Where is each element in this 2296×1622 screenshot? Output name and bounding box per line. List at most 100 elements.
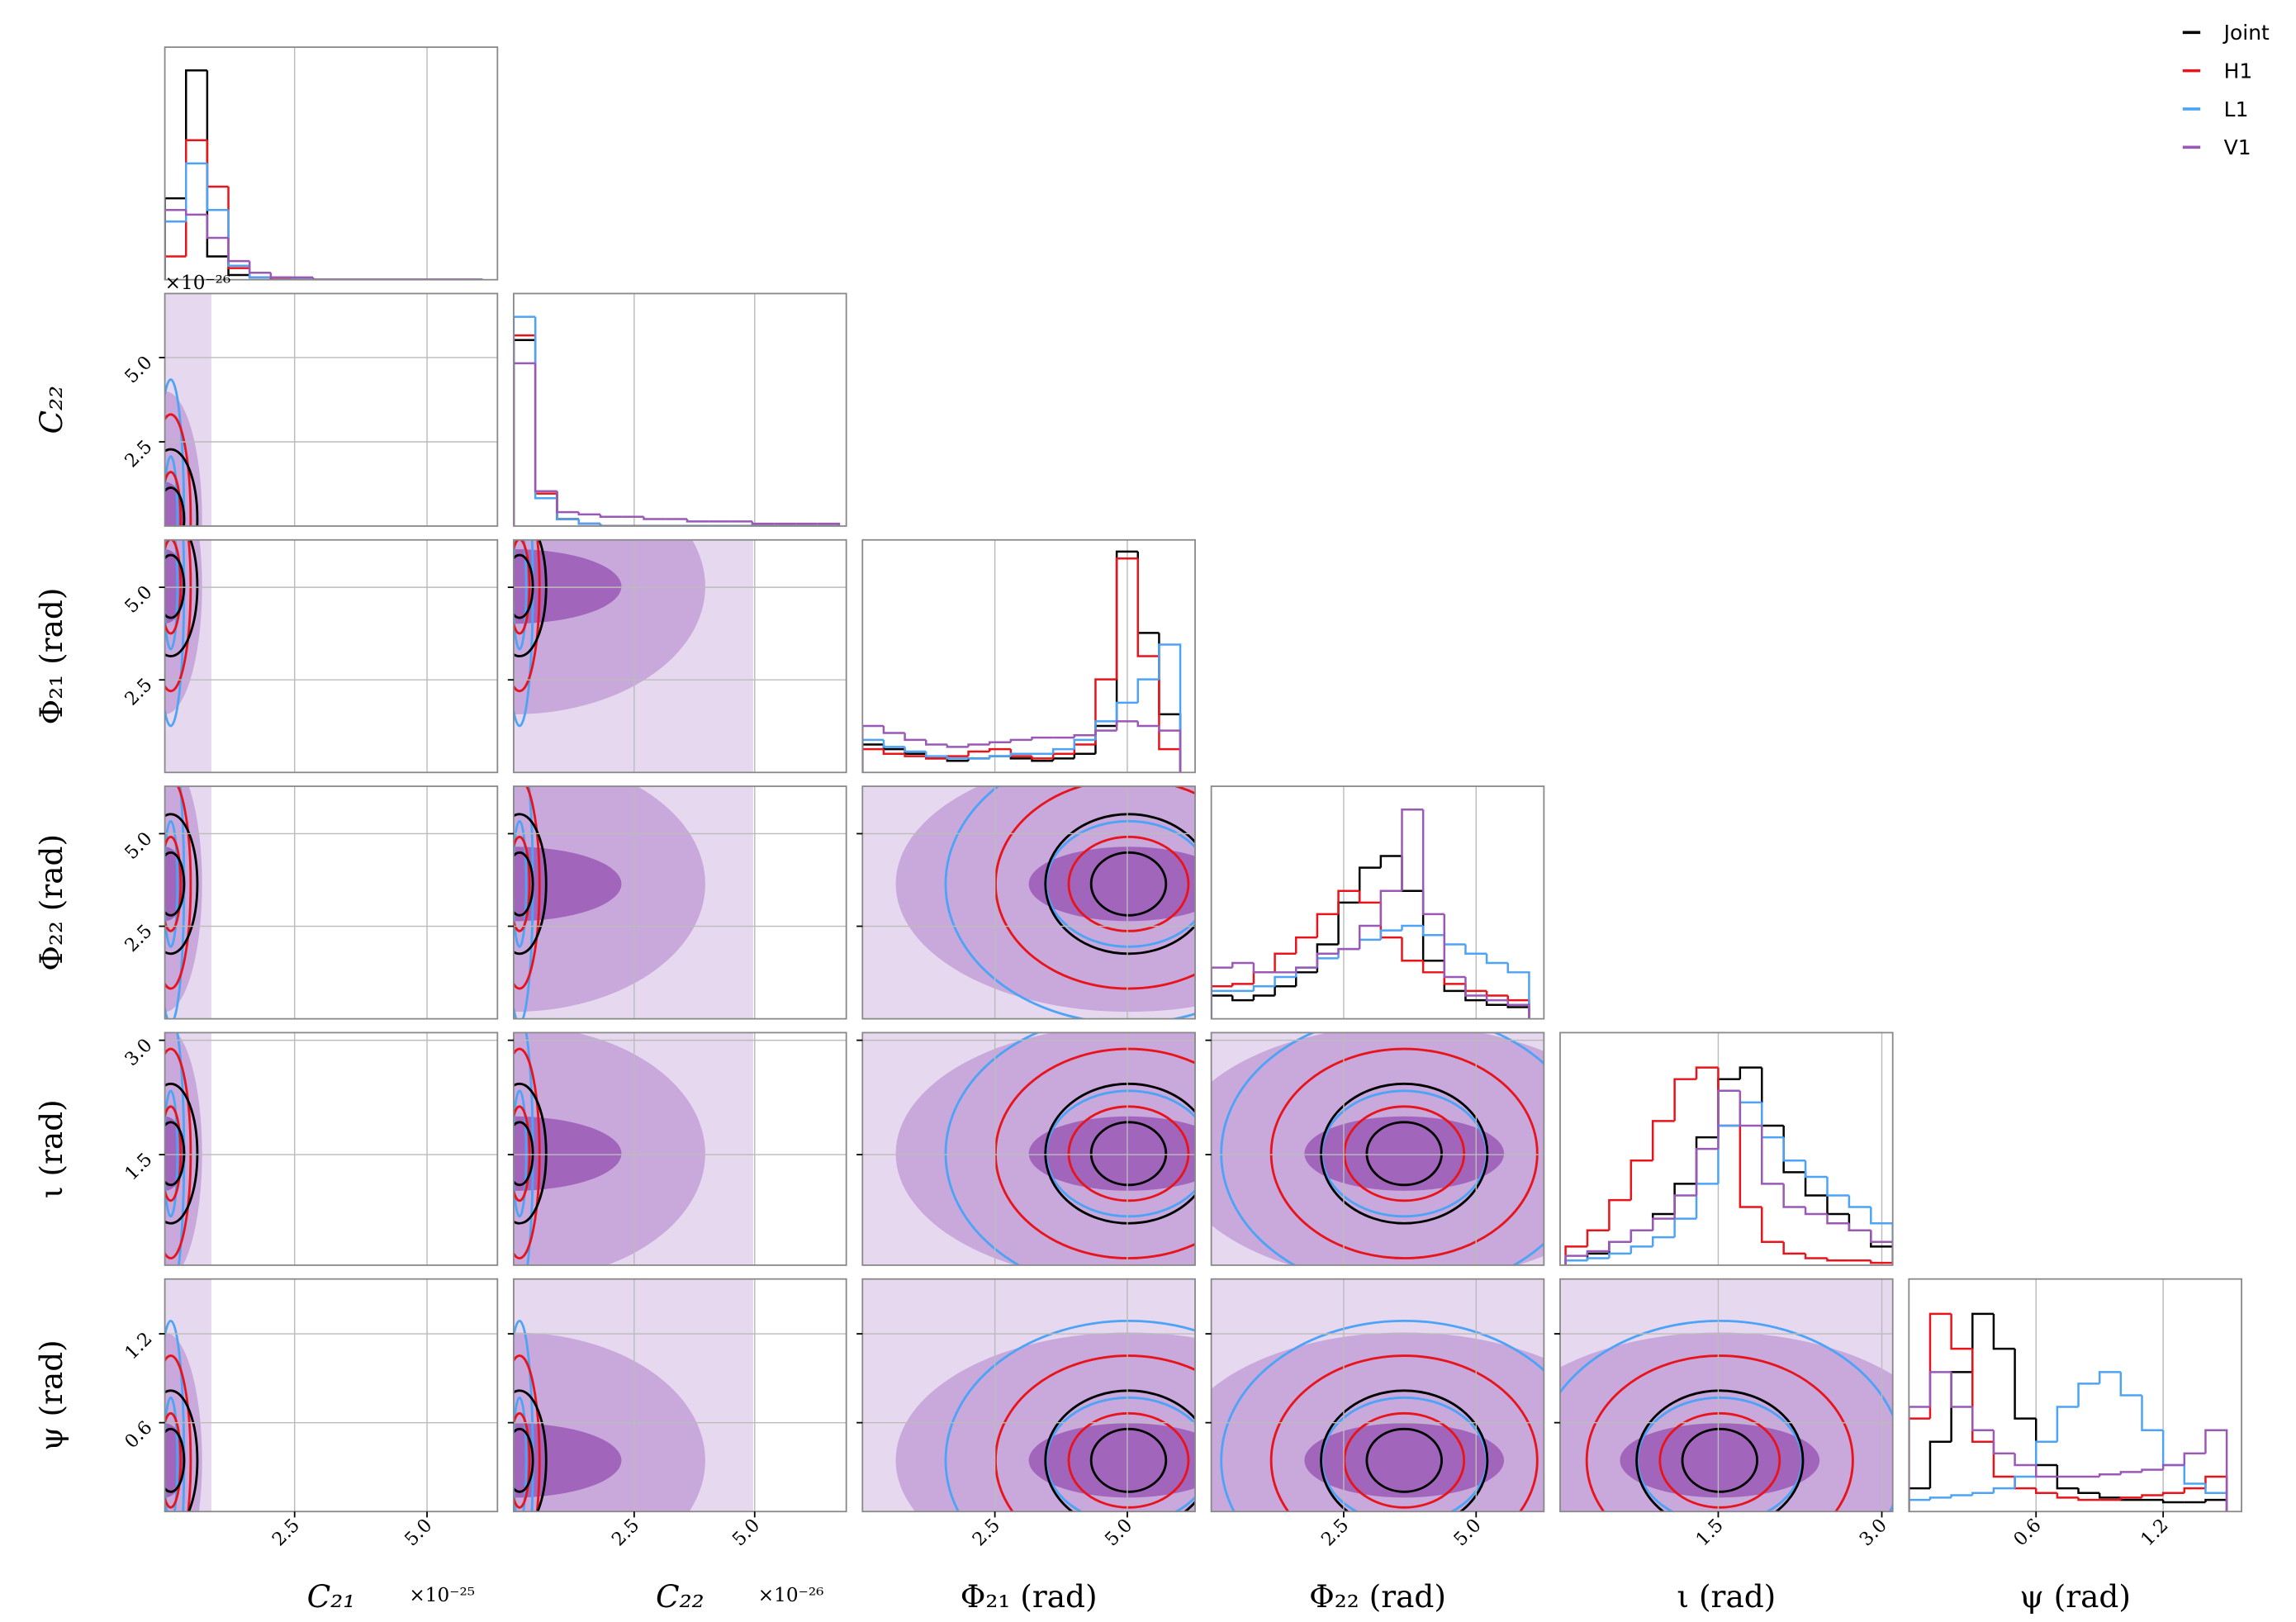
histogram-step <box>1231 995 1254 1002</box>
histogram-step <box>1136 551 1160 634</box>
histogram-step <box>904 733 927 742</box>
y-tick-label: 0.6 <box>121 1417 156 1453</box>
panel-frame <box>513 785 847 1020</box>
histogram-step <box>1717 1089 1740 1150</box>
contour <box>513 1354 541 1512</box>
contour <box>1365 1121 1443 1187</box>
histogram-step <box>1443 935 1466 946</box>
histogram-step <box>534 335 557 495</box>
x-tick-label: 5.0 <box>401 1515 436 1550</box>
panel: 2.5 5.0 <box>121 538 499 774</box>
histogram-step <box>862 738 884 773</box>
histogram-step <box>2077 1497 2100 1501</box>
histogram-step <box>1401 937 1424 962</box>
panel <box>856 785 1196 1020</box>
contour <box>1067 1105 1190 1202</box>
histogram-step <box>1094 678 1117 745</box>
histogram-step <box>1804 1207 1828 1216</box>
panel <box>513 292 847 527</box>
histogram-step <box>206 163 229 211</box>
histogram-step <box>1761 1207 1784 1244</box>
histogram-step <box>2014 1349 2037 1420</box>
histogram-step <box>1274 952 1297 973</box>
histogram-step <box>1870 1207 1893 1265</box>
histogram-step <box>1211 966 1233 1019</box>
histogram-step <box>2034 1464 2057 1478</box>
histogram-step <box>1073 752 1096 759</box>
histogram-step <box>1115 701 1138 722</box>
contour <box>1269 1354 1539 1512</box>
panel <box>1205 1032 1545 1266</box>
panel-frame <box>1908 1278 2242 1513</box>
histogram-step <box>1358 890 1381 904</box>
panel <box>856 1032 1196 1266</box>
histogram-step <box>248 261 271 274</box>
contour <box>513 539 541 693</box>
contour <box>1220 1032 1544 1265</box>
histogram-step <box>1421 926 1444 937</box>
histogram-step <box>2141 1494 2164 1498</box>
histogram-step <box>1358 938 1381 950</box>
contour <box>1044 813 1196 956</box>
panel: 2.5 5.0 0.6 1.2 <box>121 1278 499 1550</box>
contour <box>513 553 534 619</box>
histogram-step <box>685 519 709 523</box>
histogram-step <box>1950 1494 1973 1498</box>
panel: 2.5 5.0 <box>1205 1278 1545 1550</box>
histogram-step <box>1586 1252 1610 1261</box>
histogram-step <box>1695 1066 1719 1079</box>
histogram-step <box>1673 1078 1697 1122</box>
histogram-step <box>1909 1498 1930 1512</box>
histogram-step <box>206 70 229 258</box>
contour <box>1089 1121 1168 1187</box>
histogram-step <box>924 751 947 757</box>
x-tick-label: 2.5 <box>268 1515 304 1550</box>
panel-frame <box>164 1032 499 1266</box>
histogram-step <box>643 516 666 520</box>
histogram-step <box>1739 1101 1762 1126</box>
histogram-step <box>1971 1349 1994 1444</box>
histogram-step <box>1294 966 1317 973</box>
contour <box>1585 1354 1854 1512</box>
histogram-step <box>1928 1440 1952 1489</box>
panel-content <box>513 1032 847 1265</box>
histogram-step <box>882 749 905 756</box>
histogram-step <box>1695 1183 1719 1219</box>
histogram-step <box>184 139 207 257</box>
histogram-step <box>2161 1463 2185 1470</box>
histogram-step <box>904 747 927 753</box>
y-tick-label: 2.5 <box>121 921 156 956</box>
contour <box>513 1411 531 1509</box>
histogram-step <box>1274 984 1297 996</box>
panel-content <box>862 1032 1196 1265</box>
y-tick-label: 2.5 <box>121 674 156 709</box>
contour <box>164 786 192 990</box>
contour <box>164 1411 183 1509</box>
histogram-step <box>1443 960 1466 993</box>
contour <box>164 835 183 932</box>
y-axis-label: ψ (rad) <box>33 1340 69 1451</box>
y-tick-label: 3.0 <box>121 1035 156 1070</box>
histogram-step <box>988 755 1011 759</box>
legend-label: Joint <box>2222 21 2270 45</box>
histogram-step <box>1485 953 1508 965</box>
contour <box>164 539 199 657</box>
histogram-step <box>1826 1176 1849 1197</box>
histogram-step <box>1379 855 1402 868</box>
histogram-step <box>1992 1487 2015 1493</box>
x-tick-label: 2.5 <box>969 1515 1004 1550</box>
histogram-step <box>1782 1183 1806 1208</box>
histogram-step <box>1950 1372 1973 1408</box>
histogram-step <box>1051 757 1074 761</box>
histogram-step <box>2141 1468 2164 1473</box>
histogram-step <box>1608 1198 1631 1231</box>
histogram-step <box>1231 983 1254 987</box>
histogram-step <box>1992 1441 2015 1478</box>
histogram-step <box>1909 1417 1930 1512</box>
histogram-step <box>184 69 207 199</box>
panel: 1.5 3.0 <box>121 1032 499 1266</box>
histogram-step <box>1485 1000 1508 1006</box>
histogram-step <box>1506 1004 1530 1019</box>
density-core <box>1620 1423 1820 1498</box>
